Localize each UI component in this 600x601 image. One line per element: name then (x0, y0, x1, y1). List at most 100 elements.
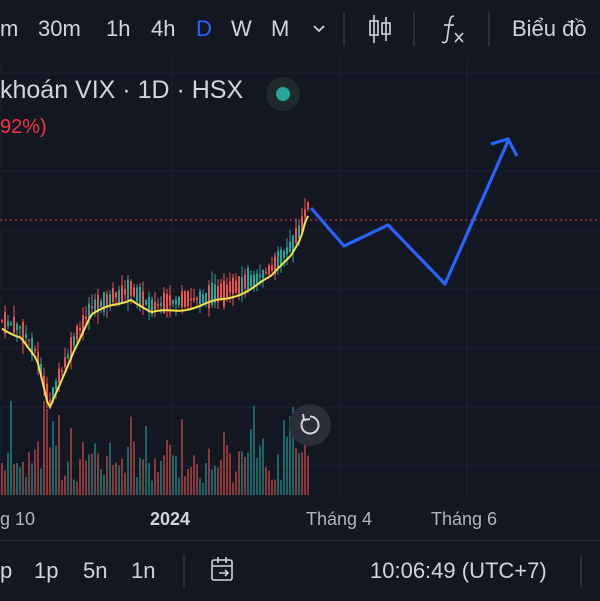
candle-body (232, 277, 234, 295)
candle-body (28, 339, 30, 342)
volume-bar (58, 415, 60, 495)
projection-line (309, 140, 510, 286)
volume-bar (103, 474, 105, 495)
interval-4h[interactable]: 4h (151, 16, 176, 41)
volume-bar (40, 468, 42, 495)
candlestick-icon[interactable] (366, 12, 394, 54)
clock-timezone[interactable]: 10:06:49 (UTC+7) (370, 558, 547, 583)
volume-bar (190, 466, 192, 495)
volume-bar (73, 479, 75, 495)
interval-day[interactable]: D (196, 16, 212, 41)
candle-body (166, 294, 168, 310)
range-button[interactable]: 5n (83, 558, 108, 583)
volume-bar (289, 416, 291, 495)
interval-week[interactable]: W (231, 16, 252, 41)
candle-body (190, 298, 192, 301)
volume-bar (7, 452, 9, 495)
candle-body (220, 283, 222, 301)
candle-body (52, 387, 54, 402)
volume-bar (151, 480, 153, 495)
candle-body (43, 375, 45, 388)
volume-bar (49, 447, 51, 495)
volume-bar (163, 455, 165, 495)
candle-body (268, 265, 270, 275)
candle-body (241, 277, 243, 294)
candle-body (235, 280, 237, 293)
function-icon[interactable] (440, 12, 466, 54)
interval-30m[interactable]: 30m (38, 16, 81, 41)
candle-body (154, 301, 156, 310)
candle-body (172, 299, 174, 304)
volume-bar (124, 472, 126, 495)
candle-body (55, 381, 57, 390)
calendar-goto-icon[interactable] (209, 555, 237, 592)
bottom-divider (580, 555, 582, 587)
x-axis-label: g 10 (0, 509, 36, 529)
candles (1, 198, 309, 409)
volume-bar (94, 443, 96, 495)
candle-body (184, 291, 186, 308)
interval-minutes[interactable]: m (0, 16, 19, 41)
candle-body (217, 285, 219, 302)
candle-body (16, 323, 18, 331)
candle-body (79, 328, 81, 331)
volume-bar (139, 457, 141, 495)
symbol-title[interactable]: khoán VIX · 1D · HSX (0, 76, 244, 104)
candle-body (85, 316, 87, 319)
volume-bar (259, 445, 261, 495)
candle-body (121, 285, 123, 303)
volume-bar (16, 462, 18, 495)
volume-bar (22, 461, 24, 495)
volume-bar (172, 455, 174, 495)
range-button[interactable]: 1n (131, 558, 156, 583)
volume-bar (202, 482, 204, 495)
candle-body (205, 293, 207, 302)
candle-body (106, 294, 108, 307)
candle-body (25, 333, 27, 339)
candle-body (58, 368, 60, 382)
interval-1h[interactable]: 1h (106, 16, 131, 41)
toolbar-divider (488, 12, 490, 46)
volume-bar (67, 461, 69, 495)
candle-body (247, 267, 249, 292)
candle-body (208, 285, 210, 309)
volume-bar (154, 458, 156, 495)
reset-icon[interactable] (289, 404, 331, 446)
volume-bar (118, 465, 120, 495)
volume-bar (46, 408, 48, 495)
chart-menu-button[interactable]: Biểu đồ (512, 16, 587, 41)
candle-body (289, 241, 291, 253)
candle-body (1, 320, 3, 322)
volume-bar (52, 421, 54, 495)
candle-body (148, 297, 150, 310)
volume-bar (133, 441, 135, 495)
volume-bar (196, 464, 198, 495)
candle-body (10, 322, 12, 326)
volume-bar (37, 441, 39, 495)
candle-body (256, 273, 258, 283)
volume-bar (82, 442, 84, 495)
projection-arrowhead (490, 137, 519, 157)
candle-body (88, 303, 90, 319)
range-button[interactable]: p (0, 558, 13, 583)
candle-body (229, 281, 231, 293)
candle-body (175, 299, 177, 305)
candle-body (178, 296, 180, 306)
candle-body (70, 337, 72, 361)
volume-bar (13, 464, 15, 495)
bottom-divider (183, 555, 185, 587)
candle-body (100, 300, 102, 307)
range-button[interactable]: 1p (34, 558, 59, 583)
top-toolbar: m 30m 1h 4h D W M Biểu đồ (0, 0, 600, 58)
price-chart[interactable] (0, 58, 600, 540)
chevron-down-icon[interactable] (311, 16, 327, 48)
market-status-dot[interactable] (266, 77, 300, 111)
x-axis-label: 2024 (150, 509, 191, 529)
candle-body (22, 321, 24, 344)
candle-body (91, 306, 93, 309)
interval-month[interactable]: M (271, 16, 290, 41)
volume-bar (241, 451, 243, 495)
volume-bar (136, 477, 138, 495)
volume-bar (298, 453, 300, 495)
candle-body (259, 274, 261, 277)
